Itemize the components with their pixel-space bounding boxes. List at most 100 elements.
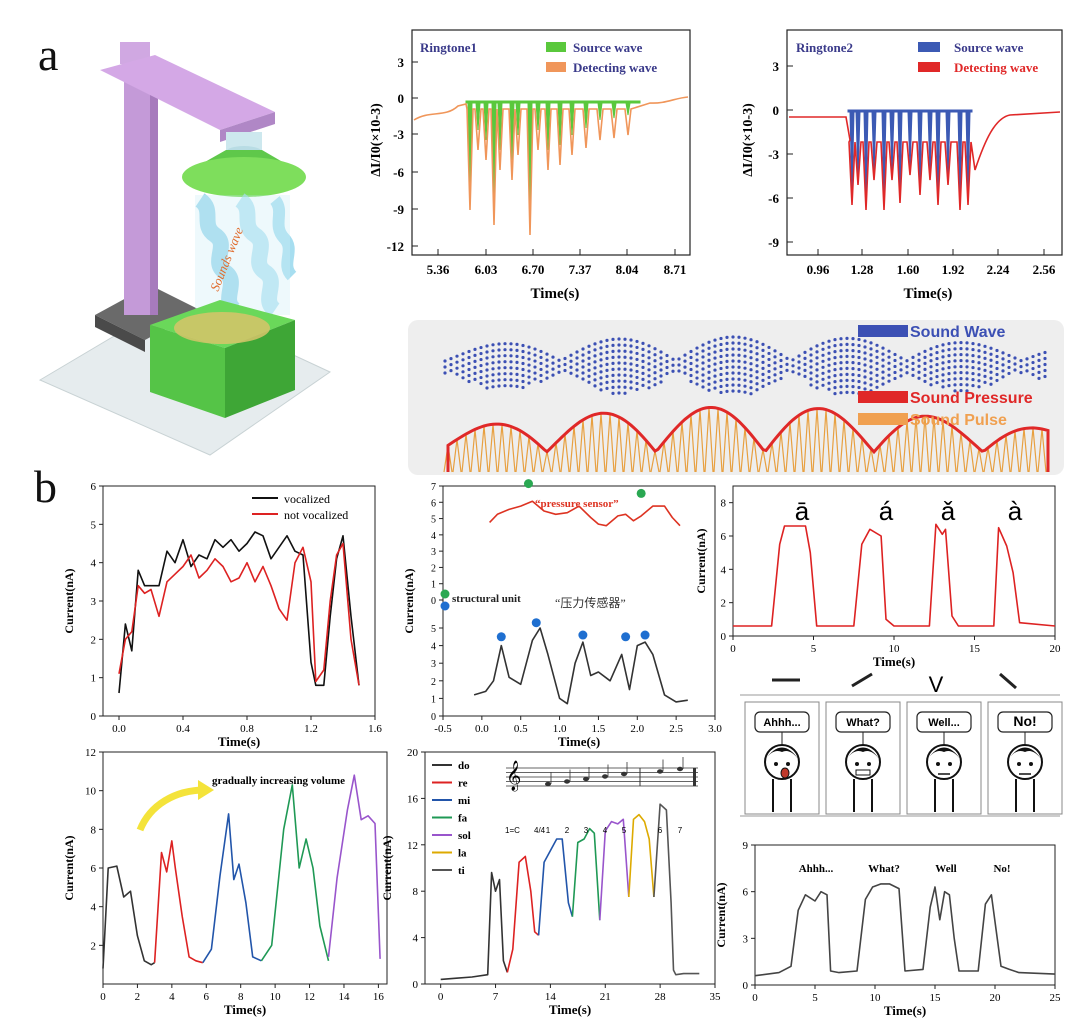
wave-dot xyxy=(713,344,717,348)
b5-ytick: 0 xyxy=(413,979,419,991)
b3-xtick: 0 xyxy=(730,643,736,655)
wave-dot xyxy=(509,384,513,388)
character-head xyxy=(845,744,881,780)
wave-dot xyxy=(479,345,483,350)
wave-dot xyxy=(881,358,885,362)
note-head xyxy=(602,774,608,779)
character-hair xyxy=(846,747,880,760)
wave-dot xyxy=(929,353,933,357)
panel-label-a: a xyxy=(38,29,59,80)
wave-dot xyxy=(851,337,855,341)
b1-xlabel: Time(s) xyxy=(218,734,260,749)
wave-dot xyxy=(779,376,783,381)
b2-xtick: -0.5 xyxy=(434,723,452,735)
wave-dot xyxy=(647,356,651,360)
wave-dot xyxy=(761,384,765,388)
character-eye xyxy=(867,762,871,766)
wave-dot xyxy=(767,375,771,380)
wave-dot xyxy=(917,376,921,380)
b2-marker-green xyxy=(523,479,533,489)
wave-dot xyxy=(701,343,705,347)
wave-dot xyxy=(833,374,837,378)
sound-wave-beam xyxy=(194,193,297,317)
b4-xtick: 14 xyxy=(338,991,350,1003)
wave-dot xyxy=(629,338,633,342)
wave-dot xyxy=(935,350,939,355)
b2-ytick: 5 xyxy=(431,624,436,635)
wave-dot xyxy=(575,368,579,372)
wave-dot xyxy=(995,366,999,371)
wave-dot xyxy=(851,349,855,353)
wave-dot xyxy=(929,347,933,351)
notation-number: 2 xyxy=(565,826,570,835)
wave-dot xyxy=(467,355,471,360)
wave-dot xyxy=(827,345,831,349)
wave-dot xyxy=(743,354,747,358)
wave-dot xyxy=(491,379,495,383)
ringtone2-ytick: 0 xyxy=(773,103,780,118)
wave-dot xyxy=(725,341,729,346)
wave-dot xyxy=(695,382,699,386)
wave-dot xyxy=(773,367,777,371)
wave-dot xyxy=(941,349,945,353)
wave-dot xyxy=(707,352,711,356)
wave-dot xyxy=(929,371,933,375)
wave-dot xyxy=(971,365,975,370)
wave-dot xyxy=(1007,371,1011,376)
wave-dot xyxy=(527,381,531,385)
wave-dot xyxy=(755,364,759,368)
wave-dot xyxy=(839,361,843,365)
b4-series-4 xyxy=(260,784,330,962)
wave-dot xyxy=(965,383,969,387)
wave-dot xyxy=(827,387,831,391)
wave-dot xyxy=(785,362,789,366)
b3-tone-3: ǎ xyxy=(941,496,956,526)
wave-dot xyxy=(827,351,831,355)
ringtone2-legend-swatch-detect xyxy=(918,62,940,72)
b6-ytick: 0 xyxy=(743,980,749,992)
wave-dot xyxy=(623,367,627,371)
wave-dot xyxy=(827,375,831,379)
wave-dot xyxy=(875,385,879,389)
wave-dot xyxy=(605,362,609,366)
wave-dot xyxy=(785,368,789,372)
wave-dot xyxy=(617,337,621,341)
b3-ytick: 8 xyxy=(721,498,727,510)
wave-dot xyxy=(845,336,849,340)
wave-dot xyxy=(935,356,939,361)
wave-dot xyxy=(635,345,639,350)
wave-dot xyxy=(725,365,729,370)
wave-dot xyxy=(791,370,795,374)
ringtone1-yticks: 3 0 -3 -6 -9 -12 xyxy=(387,55,418,254)
wave-dot xyxy=(845,354,849,358)
b1-ytick: 6 xyxy=(91,481,97,493)
wave-dot xyxy=(527,345,531,349)
wave-dot xyxy=(767,345,771,350)
wave-dot xyxy=(737,353,741,357)
wave-dot xyxy=(497,342,501,346)
wave-dot xyxy=(581,377,585,381)
wave-dot xyxy=(917,358,921,362)
wave-dot xyxy=(731,365,735,369)
wave-dot xyxy=(719,384,723,389)
wave-dot xyxy=(461,376,465,380)
ringtone1-legend-source: Source wave xyxy=(573,40,643,55)
wave-dot xyxy=(641,371,645,375)
b2-marker-blue xyxy=(640,630,650,640)
wave-dot xyxy=(683,353,687,357)
character-body xyxy=(1015,779,1035,812)
b4-xtick: 6 xyxy=(204,991,210,1003)
wave-dot xyxy=(983,368,987,372)
wave-dot xyxy=(1043,362,1047,367)
b5-series-sol xyxy=(599,818,630,921)
chart-words: 0 5 10 15 20 25 0 3 6 9 Time(s) Current(nA) xyxy=(714,840,1061,1018)
b4-ytick: 12 xyxy=(85,747,96,759)
notation-time: 4/4 xyxy=(534,826,546,835)
wave-dot xyxy=(929,383,933,387)
b3-ytick: 4 xyxy=(721,564,727,576)
wave-dot xyxy=(821,365,825,369)
character-eye xyxy=(1017,762,1021,766)
wave-dot xyxy=(677,363,681,367)
wave-dot xyxy=(809,353,813,357)
wave-dot xyxy=(1001,375,1005,379)
